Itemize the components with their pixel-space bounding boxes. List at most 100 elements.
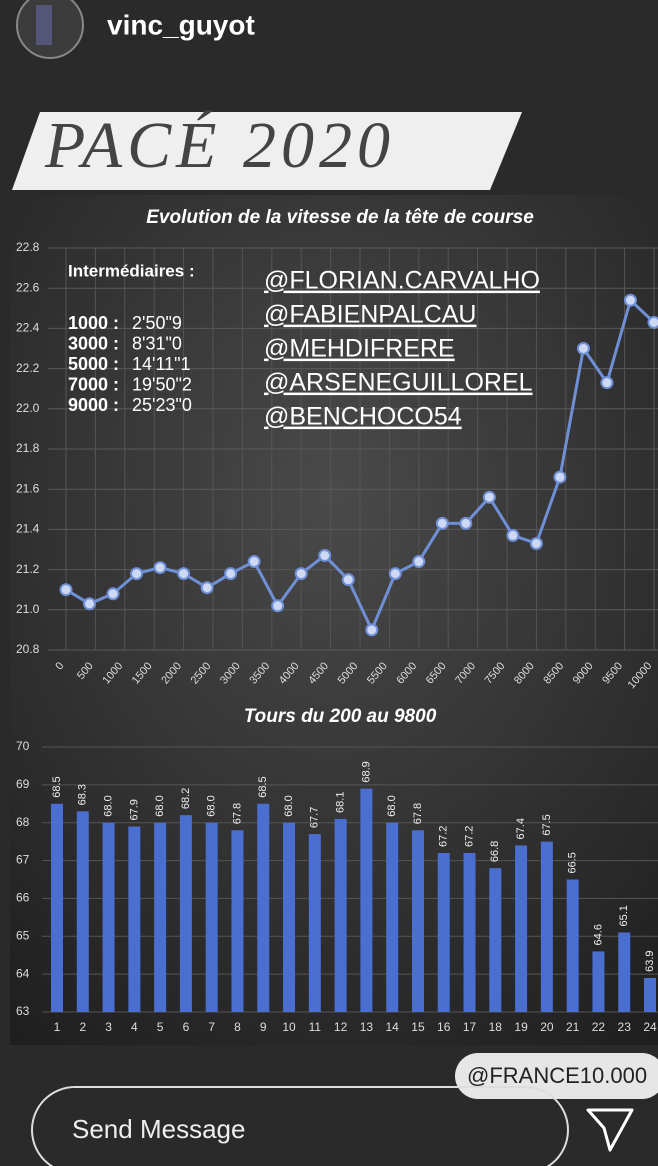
x-tick-label: 7: [208, 1020, 215, 1034]
x-tick-label: 24: [643, 1020, 657, 1034]
x-tick-label: 1: [54, 1020, 61, 1034]
split-distance: 3000 :: [68, 333, 119, 353]
avatar-figure: [36, 5, 52, 45]
y-tick-label: 22.6: [16, 280, 40, 294]
bar: [51, 803, 63, 1012]
marker: [435, 516, 449, 530]
y-tick-label: 67: [16, 853, 30, 867]
marker: [318, 549, 332, 563]
x-tick-label: 19: [514, 1020, 528, 1034]
x-tick-label: 22: [592, 1020, 606, 1034]
value-label: 67.2: [438, 826, 450, 847]
bar: [515, 845, 528, 1012]
bar: [334, 818, 347, 1012]
marker: [553, 470, 567, 484]
marker: [271, 599, 285, 613]
value-label: 68.5: [51, 776, 63, 797]
x-tick-label: 2: [79, 1020, 86, 1034]
marker: [341, 573, 355, 587]
value-label: 68.9: [360, 761, 372, 782]
splits-title: Intermédiaires :: [68, 261, 195, 280]
value-label: 68.0: [102, 795, 114, 816]
marker: [600, 376, 614, 390]
value-label: 68.0: [206, 795, 218, 816]
value-label: 66.8: [489, 841, 501, 862]
value-label: 67.5: [541, 814, 553, 835]
bar: [463, 853, 476, 1012]
bar: [566, 879, 579, 1012]
mention[interactable]: @FRANCE10.000: [467, 1063, 647, 1088]
x-tick-label: 9: [260, 1020, 267, 1034]
mention: @BENCHOCO54: [264, 403, 462, 431]
bar: [231, 830, 244, 1012]
x-tick-label: 8: [234, 1020, 241, 1034]
bar: [179, 815, 192, 1012]
marker: [365, 623, 379, 637]
marker: [482, 490, 496, 504]
marker: [576, 342, 590, 355]
value-label: 67.9: [128, 799, 140, 820]
bar: [386, 822, 399, 1012]
split-distance: 5000 :: [68, 354, 119, 374]
username[interactable]: vinc_guyot: [107, 9, 255, 40]
x-tick-label: 6: [183, 1020, 190, 1034]
value-label: 63.9: [644, 951, 656, 972]
y-tick-label: 20.8: [16, 642, 40, 656]
x-tick-label: 20: [540, 1020, 554, 1034]
bar: [618, 932, 631, 1012]
marker: [200, 581, 214, 595]
x-tick-label: 4: [131, 1020, 138, 1034]
chart-title: Evolution de la vitesse de la tête de co…: [146, 207, 534, 228]
value-label: 68.3: [77, 784, 89, 805]
y-tick-label: 65: [16, 928, 30, 942]
y-tick-label: 66: [16, 891, 30, 905]
split-time: 2'50"9: [132, 313, 182, 333]
x-tick-label: 21: [566, 1020, 580, 1034]
message-placeholder[interactable]: Send Message: [72, 1114, 245, 1144]
marker: [83, 597, 97, 611]
x-tick-label: 18: [489, 1020, 503, 1034]
value-label: 67.8: [412, 803, 424, 824]
bar: [128, 826, 141, 1012]
mention: @FABIENPALCAU: [264, 301, 476, 329]
bar: [437, 853, 450, 1012]
x-tick-label: 15: [411, 1020, 425, 1034]
mention: @MEHDIFRERE: [264, 335, 455, 363]
bar: [644, 977, 656, 1012]
y-tick-label: 21.8: [16, 441, 40, 455]
split-time: 8'31"0: [132, 333, 182, 353]
message-input[interactable]: [31, 1086, 569, 1166]
bar: [154, 822, 167, 1012]
y-tick-label: 68: [16, 815, 30, 829]
banner-title: PACÉ 2020: [44, 109, 395, 182]
bar: [360, 788, 373, 1012]
marker: [506, 528, 520, 542]
value-label: 67.2: [463, 826, 475, 847]
split-time: 19'50"2: [132, 374, 192, 394]
bar: [308, 834, 321, 1012]
x-tick-label: 11: [309, 1020, 322, 1034]
y-tick-label: 22.4: [16, 321, 40, 335]
marker: [647, 315, 658, 329]
marker: [459, 516, 473, 530]
y-tick-label: 64: [16, 966, 30, 980]
split-distance: 9000 :: [68, 395, 119, 415]
x-tick-label: 10: [282, 1020, 296, 1034]
marker: [59, 583, 73, 597]
split-distance: 7000 :: [68, 374, 119, 394]
y-tick-label: 63: [16, 1004, 30, 1018]
split-distance: 1000 :: [68, 313, 119, 333]
marker: [388, 567, 402, 581]
y-tick-label: 21.2: [16, 562, 40, 576]
bar: [205, 822, 218, 1012]
value-label: 66.5: [567, 852, 579, 873]
bar: [257, 803, 270, 1012]
y-tick-label: 22.8: [16, 240, 40, 254]
value-label: 68.5: [257, 776, 269, 797]
marker: [130, 567, 144, 581]
marker: [529, 536, 543, 550]
marker: [153, 561, 167, 575]
mention: @FLORIAN.CARVALHO: [264, 267, 540, 295]
send-icon[interactable]: [586, 1108, 634, 1152]
